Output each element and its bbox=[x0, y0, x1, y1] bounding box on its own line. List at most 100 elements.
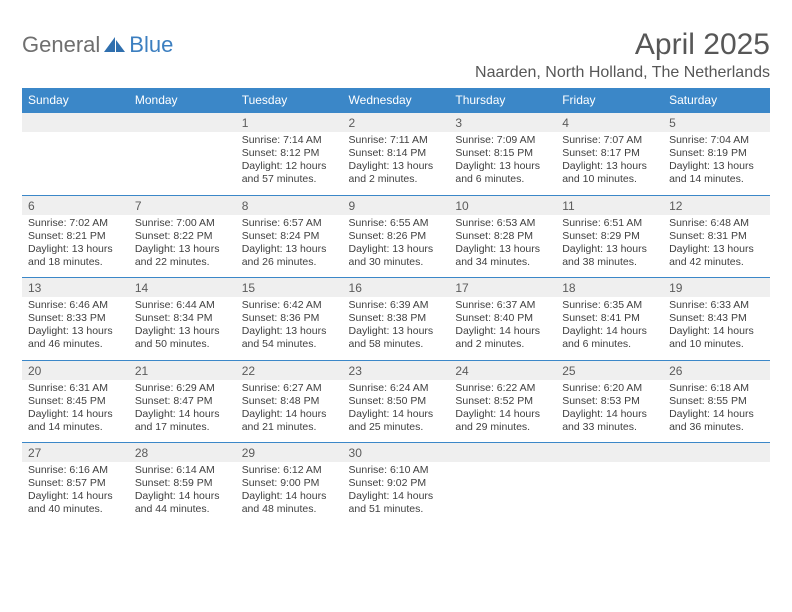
day-cell: 22Sunrise: 6:27 AMSunset: 8:48 PMDayligh… bbox=[236, 360, 343, 443]
daylight-line: Daylight: 14 hours and 36 minutes. bbox=[669, 408, 764, 434]
sunrise-line: Sunrise: 6:37 AM bbox=[455, 299, 550, 312]
day-body: Sunrise: 6:39 AMSunset: 8:38 PMDaylight:… bbox=[343, 297, 450, 360]
sunrise-line: Sunrise: 6:57 AM bbox=[242, 217, 337, 230]
week-row: 27 Sunrise: 6:16 AMSunset: 8:57 PM Dayligh… bbox=[22, 443, 770, 525]
day-number: 8 bbox=[236, 196, 343, 215]
dayname-fri: Friday bbox=[556, 88, 663, 113]
week-row: 20Sunrise: 6:31 AMSunset: 8:45 PMDayligh… bbox=[22, 360, 770, 443]
daylight-line: Daylight: 13 hours and 38 minutes. bbox=[562, 243, 657, 269]
sunrise-line: Sunrise: 6:16 AM bbox=[28, 464, 123, 477]
daylight-line: Daylight: 14 hours and 17 minutes. bbox=[135, 408, 230, 434]
day-number bbox=[22, 113, 129, 132]
day-number: 7 bbox=[129, 196, 236, 215]
day-number bbox=[663, 443, 770, 462]
sunset-line: Sunset: 8:52 PM bbox=[455, 395, 550, 408]
page-title: April 2025 bbox=[475, 28, 770, 62]
day-body: Sunrise: 6:44 AMSunset: 8:34 PMDaylight:… bbox=[129, 297, 236, 360]
sunrise-line: Sunrise: 7:04 AM bbox=[669, 134, 764, 147]
day-number: 26 bbox=[663, 361, 770, 380]
sunset-line: Sunset: 8:34 PM bbox=[135, 312, 230, 325]
day-body: Sunrise: 6:33 AMSunset: 8:43 PMDaylight:… bbox=[663, 297, 770, 360]
day-number: 9 bbox=[343, 196, 450, 215]
day-body bbox=[663, 462, 770, 524]
dayname-wed: Wednesday bbox=[343, 88, 450, 113]
sunset-line: Sunset: 8:50 PM bbox=[349, 395, 444, 408]
sunset-line: Sunset: 8:41 PM bbox=[562, 312, 657, 325]
dayname-mon: Monday bbox=[129, 88, 236, 113]
daylight-line: Daylight: 13 hours and 58 minutes. bbox=[349, 325, 444, 351]
day-body: Sunrise: 7:09 AMSunset: 8:15 PMDaylight:… bbox=[449, 132, 556, 195]
day-names-row: Sunday Monday Tuesday Wednesday Thursday… bbox=[22, 88, 770, 113]
week-row: 6Sunrise: 7:02 AMSunset: 8:21 PMDaylight… bbox=[22, 195, 770, 278]
day-number: 2 bbox=[343, 113, 450, 132]
daylight-line: Daylight: 14 hours and 10 minutes. bbox=[669, 325, 764, 351]
daylight-line: Daylight: 14 hours and 29 minutes. bbox=[455, 408, 550, 434]
dayname-tue: Tuesday bbox=[236, 88, 343, 113]
sunset-line: Sunset: 8:19 PM bbox=[669, 147, 764, 160]
daylight-line: Daylight: 14 hours and 2 minutes. bbox=[455, 325, 550, 351]
day-number bbox=[556, 443, 663, 462]
sunrise-line: Sunrise: 6:46 AM bbox=[28, 299, 123, 312]
day-cell: 14Sunrise: 6:44 AMSunset: 8:34 PMDayligh… bbox=[129, 278, 236, 361]
day-cell bbox=[22, 113, 129, 196]
sunset-line: Sunset: 8:47 PM bbox=[135, 395, 230, 408]
day-number: 12 bbox=[663, 196, 770, 215]
day-cell bbox=[449, 443, 556, 525]
day-cell: 2Sunrise: 7:11 AMSunset: 8:14 PMDaylight… bbox=[343, 113, 450, 196]
sunrise-line: Sunrise: 6:18 AM bbox=[669, 382, 764, 395]
day-number: 10 bbox=[449, 196, 556, 215]
day-body: Sunrise: 6:29 AMSunset: 8:47 PMDaylight:… bbox=[129, 380, 236, 443]
day-body: Sunrise: 7:02 AMSunset: 8:21 PMDaylight:… bbox=[22, 215, 129, 278]
day-cell: 11Sunrise: 6:51 AMSunset: 8:29 PMDayligh… bbox=[556, 195, 663, 278]
sunrise-line: Sunrise: 7:14 AM bbox=[242, 134, 337, 147]
day-number: 1 bbox=[236, 113, 343, 132]
day-cell: 20Sunrise: 6:31 AMSunset: 8:45 PMDayligh… bbox=[22, 360, 129, 443]
day-cell: 18Sunrise: 6:35 AMSunset: 8:41 PMDayligh… bbox=[556, 278, 663, 361]
daylight-line: Daylight: 13 hours and 42 minutes. bbox=[669, 243, 764, 269]
day-cell: 23Sunrise: 6:24 AMSunset: 8:50 PMDayligh… bbox=[343, 360, 450, 443]
sunrise-line: Sunrise: 6:33 AM bbox=[669, 299, 764, 312]
day-body: Sunrise: 6:27 AMSunset: 8:48 PMDaylight:… bbox=[236, 380, 343, 443]
day-body bbox=[129, 132, 236, 194]
sunrise-line: Sunrise: 7:09 AM bbox=[455, 134, 550, 147]
logo-text-blue: Blue bbox=[129, 32, 173, 58]
day-number: 11 bbox=[556, 196, 663, 215]
daylight-line: Daylight: 13 hours and 46 minutes. bbox=[28, 325, 123, 351]
day-cell: 9Sunrise: 6:55 AMSunset: 8:26 PMDaylight… bbox=[343, 195, 450, 278]
day-cell: 17Sunrise: 6:37 AMSunset: 8:40 PMDayligh… bbox=[449, 278, 556, 361]
day-cell: 30Sunrise: 6:10 AMSunset: 9:02 PMDayligh… bbox=[343, 443, 450, 525]
sunrise-line: Sunrise: 6:35 AM bbox=[562, 299, 657, 312]
daylight-line: Daylight: 13 hours and 54 minutes. bbox=[242, 325, 337, 351]
sunrise-line: Sunrise: 6:39 AM bbox=[349, 299, 444, 312]
daylight-line: Daylight: 14 hours and 44 minutes. bbox=[135, 490, 230, 516]
week-row: 1Sunrise: 7:14 AMSunset: 8:12 PMDaylight… bbox=[22, 113, 770, 196]
sunset-line: Sunset: 8:55 PM bbox=[669, 395, 764, 408]
day-cell bbox=[663, 443, 770, 525]
sunrise-line: Sunrise: 6:29 AM bbox=[135, 382, 230, 395]
day-number: 18 bbox=[556, 278, 663, 297]
day-body bbox=[449, 462, 556, 524]
day-cell: 8Sunrise: 6:57 AMSunset: 8:24 PMDaylight… bbox=[236, 195, 343, 278]
sunset-line: Sunset: 8:48 PM bbox=[242, 395, 337, 408]
sunset-line: Sunset: 8:15 PM bbox=[455, 147, 550, 160]
day-number: 13 bbox=[22, 278, 129, 297]
day-body bbox=[22, 132, 129, 194]
day-number: 14 bbox=[129, 278, 236, 297]
day-number: 30 bbox=[343, 443, 450, 462]
sunrise-line: Sunrise: 6:42 AM bbox=[242, 299, 337, 312]
day-cell: 29Sunrise: 6:12 AMSunset: 9:00 PMDayligh… bbox=[236, 443, 343, 525]
daylight-line: Daylight: 14 hours and 48 minutes. bbox=[242, 490, 337, 516]
day-number bbox=[129, 113, 236, 132]
daylight-line: Daylight: 13 hours and 2 minutes. bbox=[349, 160, 444, 186]
daylight-line: Daylight: 13 hours and 26 minutes. bbox=[242, 243, 337, 269]
day-number: 28 bbox=[129, 443, 236, 462]
day-cell: 26 Sunrise: 6:18 AMSunset: 8:55 PMDayligh… bbox=[663, 360, 770, 443]
day-body: Sunrise: 6:55 AMSunset: 8:26 PMDaylight:… bbox=[343, 215, 450, 278]
day-number: 19 bbox=[663, 278, 770, 297]
sunrise-line: Sunrise: 6:10 AM bbox=[349, 464, 444, 477]
day-body: Sunrise: 7:00 AMSunset: 8:22 PMDaylight:… bbox=[129, 215, 236, 278]
day-number: 27 bbox=[22, 443, 129, 462]
sunset-line: Sunset: 8:57 PM bbox=[28, 477, 123, 490]
sunset-line: Sunset: 8:53 PM bbox=[562, 395, 657, 408]
day-cell: 4Sunrise: 7:07 AMSunset: 8:17 PMDaylight… bbox=[556, 113, 663, 196]
